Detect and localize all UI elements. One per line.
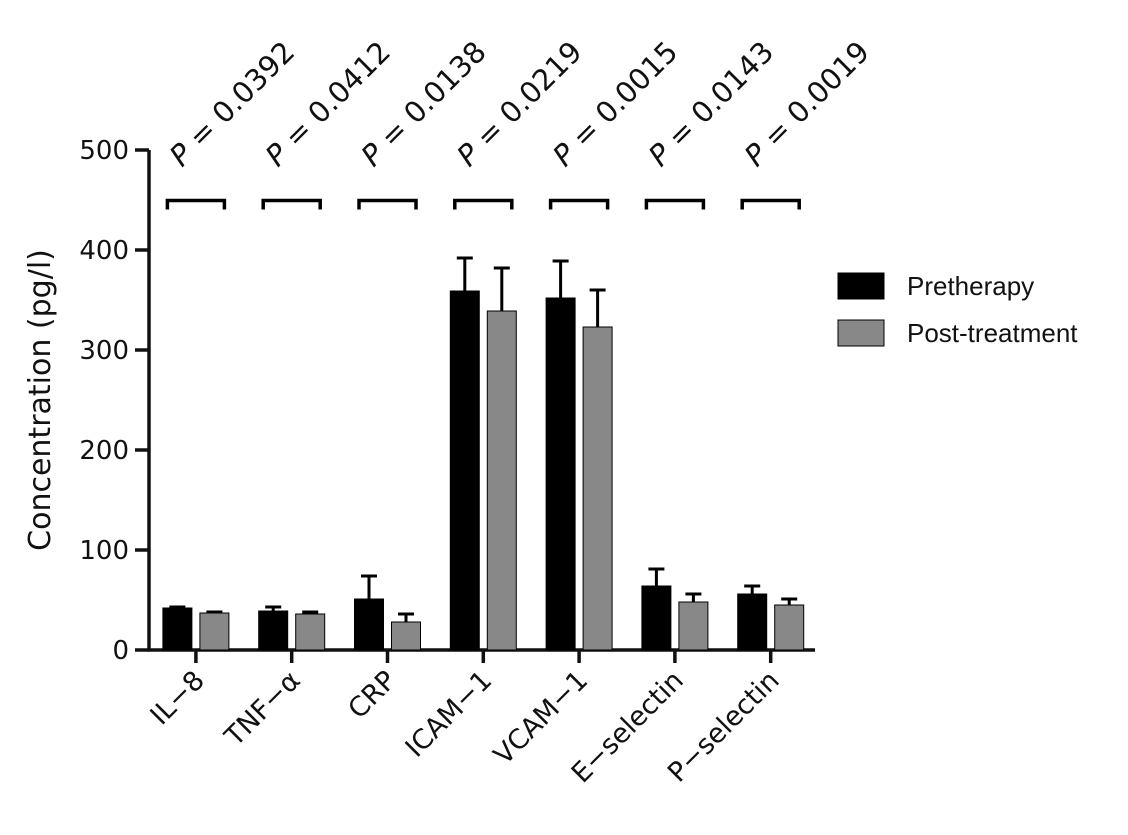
legend: Pretherapy Post-treatment xyxy=(837,271,1078,348)
bar-pretherapy xyxy=(449,290,480,651)
category-labels: IL−8 TNF−α CRPICAM−1VCAM−1E−selectinP−sele… xyxy=(145,665,786,789)
significance-bracket xyxy=(357,198,418,210)
bar-post-treatment xyxy=(391,621,421,651)
bar-pretherapy xyxy=(545,297,576,651)
legend-swatch-pretherapy xyxy=(837,272,885,300)
bar-pretherapy xyxy=(641,585,672,651)
y-tick-label: 200 xyxy=(79,436,129,466)
bar-post-treatment xyxy=(774,604,805,651)
y-tick-label: 100 xyxy=(79,536,129,566)
y-tick-label: 0 xyxy=(112,636,129,666)
x-tick-label: ICAM−1 xyxy=(400,665,499,764)
x-tick-label: TNF−α xyxy=(219,665,307,753)
legend-swatch-post-treatment xyxy=(837,319,885,347)
bar-pretherapy xyxy=(737,593,768,651)
error-bars xyxy=(169,256,798,622)
bar-post-treatment xyxy=(295,613,326,651)
y-tick-label: 300 xyxy=(79,336,129,366)
significance-bracket xyxy=(453,198,514,210)
y-tick-label: 400 xyxy=(79,236,129,266)
bar-pretherapy xyxy=(162,607,193,651)
bar-post-treatment xyxy=(678,601,709,651)
axes: 0 100 200 300 400 500 xyxy=(79,136,815,666)
bar-post-treatment xyxy=(199,612,230,651)
significance-bracket xyxy=(165,198,227,210)
y-axis-label: Concentration (pg/l) xyxy=(23,249,58,551)
x-tick-label: IL−8 xyxy=(145,665,211,731)
y-tick-label: 500 xyxy=(79,136,129,166)
significance-bracket xyxy=(644,198,706,210)
bar-post-treatment xyxy=(582,326,613,651)
bar-pretherapy xyxy=(354,598,384,651)
bar-post-treatment xyxy=(486,310,517,651)
x-tick-label: CRP xyxy=(342,665,402,725)
legend-label: Post-treatment xyxy=(907,318,1078,348)
significance-brackets xyxy=(165,198,801,210)
significance-bracket xyxy=(548,198,610,210)
bar-pretherapy xyxy=(258,610,289,651)
significance-bracket xyxy=(261,198,322,210)
bars xyxy=(162,290,805,651)
legend-label: Pretherapy xyxy=(907,271,1034,301)
significance-bracket xyxy=(740,198,801,210)
